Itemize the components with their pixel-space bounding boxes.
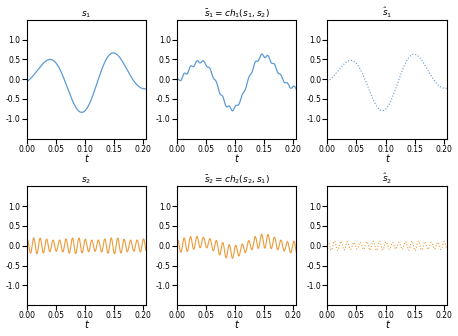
- Title: $\bar{s}_1 = ch_1(s_1, s_2)$: $\bar{s}_1 = ch_1(s_1, s_2)$: [204, 7, 269, 20]
- Title: $s_2$: $s_2$: [81, 176, 91, 186]
- Title: $\hat{s}_1$: $\hat{s}_1$: [382, 6, 392, 20]
- Title: $\hat{s}_2$: $\hat{s}_2$: [382, 172, 392, 186]
- X-axis label: t: t: [84, 154, 88, 164]
- X-axis label: t: t: [234, 154, 239, 164]
- Title: $s_1$: $s_1$: [81, 9, 91, 20]
- X-axis label: t: t: [84, 321, 88, 330]
- Title: $\bar{s}_2 = ch_2(s_2, s_1)$: $\bar{s}_2 = ch_2(s_2, s_1)$: [204, 174, 269, 186]
- X-axis label: t: t: [385, 321, 389, 330]
- X-axis label: t: t: [234, 321, 239, 330]
- X-axis label: t: t: [385, 154, 389, 164]
